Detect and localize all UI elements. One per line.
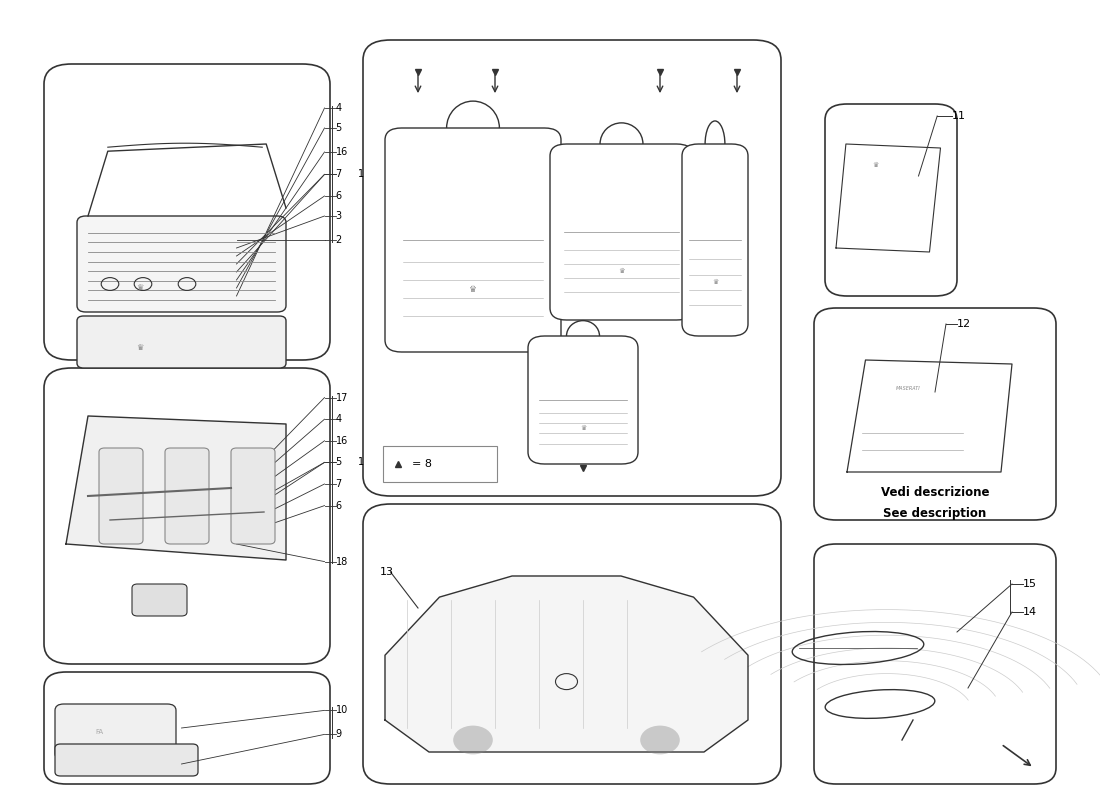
Text: 4: 4 — [336, 414, 342, 424]
Text: 4: 4 — [336, 103, 342, 113]
Text: ♛: ♛ — [580, 425, 586, 431]
FancyBboxPatch shape — [77, 216, 286, 312]
FancyBboxPatch shape — [44, 368, 330, 664]
Text: eurospares: eurospares — [436, 649, 541, 667]
Text: 18: 18 — [336, 557, 348, 566]
Text: MASERATI: MASERATI — [896, 386, 921, 390]
FancyBboxPatch shape — [528, 336, 638, 464]
Polygon shape — [385, 576, 748, 752]
Text: ♛: ♛ — [712, 279, 718, 286]
Text: 1: 1 — [358, 458, 364, 467]
Text: 12: 12 — [957, 319, 971, 329]
Text: eurospares: eurospares — [895, 646, 975, 658]
Text: 2: 2 — [336, 235, 342, 245]
FancyBboxPatch shape — [99, 448, 143, 544]
Polygon shape — [66, 416, 286, 560]
FancyBboxPatch shape — [682, 144, 748, 336]
Text: 7: 7 — [336, 479, 342, 489]
FancyBboxPatch shape — [132, 584, 187, 616]
FancyBboxPatch shape — [383, 446, 497, 482]
Text: eurospares: eurospares — [87, 507, 201, 525]
Text: 6: 6 — [336, 191, 342, 201]
Text: = 8: = 8 — [412, 459, 432, 469]
Text: 6: 6 — [336, 501, 342, 510]
FancyBboxPatch shape — [55, 744, 198, 776]
Text: 7: 7 — [336, 170, 342, 179]
Text: ♛: ♛ — [136, 283, 143, 293]
Text: 16: 16 — [336, 147, 348, 157]
Text: ♛: ♛ — [872, 162, 879, 168]
FancyBboxPatch shape — [814, 308, 1056, 520]
FancyBboxPatch shape — [825, 104, 957, 296]
Text: eurospares: eurospares — [100, 721, 188, 735]
Text: 14: 14 — [1023, 607, 1037, 617]
Text: FA: FA — [95, 729, 103, 735]
Text: 17: 17 — [336, 393, 348, 402]
Text: eurospares: eurospares — [595, 649, 700, 667]
Text: See description: See description — [883, 507, 987, 520]
Text: 9: 9 — [336, 730, 342, 739]
FancyBboxPatch shape — [44, 672, 330, 784]
FancyBboxPatch shape — [231, 448, 275, 544]
Text: 11: 11 — [952, 111, 966, 121]
Circle shape — [453, 726, 493, 754]
Polygon shape — [847, 360, 1012, 472]
Text: 13: 13 — [379, 567, 394, 577]
FancyBboxPatch shape — [363, 40, 781, 496]
Text: 1: 1 — [358, 170, 364, 179]
Text: 10: 10 — [336, 706, 348, 715]
FancyBboxPatch shape — [165, 448, 209, 544]
Text: ♛: ♛ — [618, 268, 625, 274]
Text: eurospares: eurospares — [573, 282, 696, 300]
Text: ♛: ♛ — [136, 343, 143, 353]
FancyBboxPatch shape — [550, 144, 693, 320]
FancyBboxPatch shape — [77, 316, 286, 368]
Text: Vedi descrizione: Vedi descrizione — [881, 486, 989, 498]
Text: 3: 3 — [336, 211, 342, 221]
Text: eurospares: eurospares — [427, 282, 550, 300]
Text: 15: 15 — [1023, 579, 1037, 589]
Polygon shape — [836, 144, 940, 252]
Circle shape — [640, 726, 680, 754]
FancyBboxPatch shape — [814, 544, 1056, 784]
FancyBboxPatch shape — [363, 504, 781, 784]
Text: ♛: ♛ — [469, 285, 477, 294]
Text: eurospares: eurospares — [87, 188, 201, 206]
Text: 5: 5 — [336, 458, 342, 467]
FancyBboxPatch shape — [44, 64, 330, 360]
Text: 5: 5 — [336, 123, 342, 133]
FancyBboxPatch shape — [55, 704, 176, 760]
Text: 16: 16 — [336, 436, 348, 446]
FancyBboxPatch shape — [385, 128, 561, 352]
